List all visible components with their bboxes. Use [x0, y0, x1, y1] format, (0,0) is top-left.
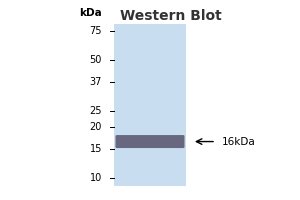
FancyBboxPatch shape: [116, 135, 184, 148]
Text: kDa: kDa: [79, 8, 102, 18]
Text: 37: 37: [90, 77, 102, 87]
Bar: [114, 24, 186, 186]
Text: 20: 20: [90, 122, 102, 132]
Text: 50: 50: [90, 55, 102, 65]
Text: 75: 75: [89, 26, 102, 36]
Text: Western Blot: Western Blot: [120, 9, 222, 23]
Text: 25: 25: [89, 106, 102, 116]
Text: 16kDa: 16kDa: [222, 137, 256, 147]
Text: 10: 10: [90, 173, 102, 183]
Text: 15: 15: [90, 144, 102, 154]
